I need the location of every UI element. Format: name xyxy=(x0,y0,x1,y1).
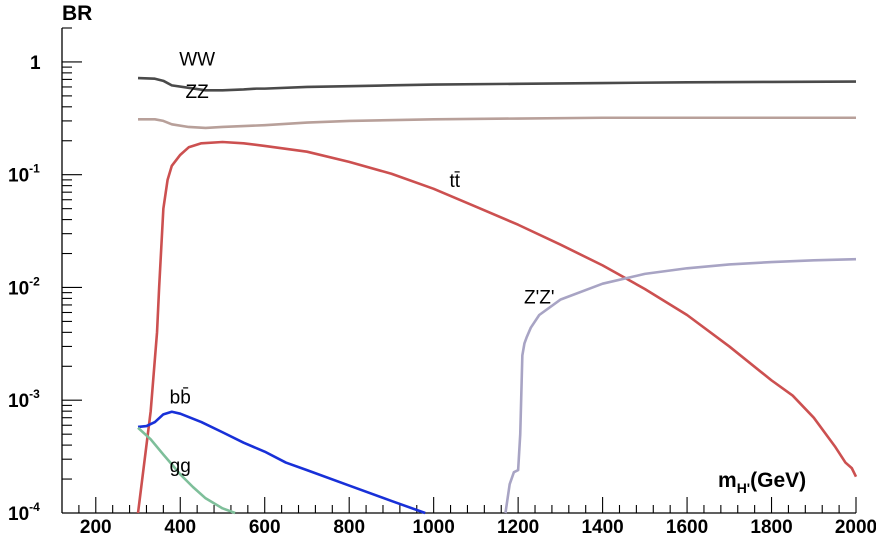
y-tick-label: 10-3 xyxy=(8,387,40,412)
x-tick-label: 400 xyxy=(164,517,196,538)
series-line xyxy=(504,257,857,514)
x-axis-title: mH'(GeV) xyxy=(718,469,806,496)
series-label: bb̄ xyxy=(170,387,191,408)
curve-labels: WW ZZ tt̄ Z'Z' bb̄ gg xyxy=(170,49,555,477)
y-tick-label: 10-2 xyxy=(8,274,40,299)
x-tick-label: 2000 xyxy=(835,517,876,538)
y-tick-label-exp: -3 xyxy=(29,387,40,401)
x-tick-label: 600 xyxy=(249,517,281,538)
y-tick-label: 10-1 xyxy=(8,162,40,187)
x-tick-label: 200 xyxy=(80,517,112,538)
y-tick-label-base: 10 xyxy=(8,278,29,299)
y-tick-label-exp: -1 xyxy=(29,162,40,176)
y-axis-title: BR xyxy=(62,2,92,25)
series-label: Z'Z' xyxy=(524,288,554,309)
y-tick-label-exp: -4 xyxy=(29,500,40,514)
y-tick-label-base: 10 xyxy=(8,391,29,412)
y-tick-label-base: 1 xyxy=(30,53,41,74)
x-axis-title-sub: H' xyxy=(737,480,750,496)
series-line xyxy=(137,426,236,515)
y-tick-label-exp: -2 xyxy=(29,274,40,288)
series-line xyxy=(138,116,856,130)
x-tick-label: 1800 xyxy=(750,517,792,538)
y-tick-label-base: 10 xyxy=(8,166,29,187)
series-line xyxy=(137,76,857,92)
series-label: tt̄ xyxy=(449,171,460,192)
x-tick-label: 1400 xyxy=(581,517,623,538)
series-line xyxy=(137,410,426,515)
y-tick-label: 10-4 xyxy=(8,500,40,525)
x-axis-title-main: m xyxy=(718,469,737,492)
x-tick-label: 1200 xyxy=(497,517,539,538)
x-tick-label: 1000 xyxy=(413,517,455,538)
x-tick-label: 800 xyxy=(333,517,365,538)
series-label: gg xyxy=(170,456,191,477)
series-label: WW xyxy=(179,49,215,70)
x-axis-title-unit: (GeV) xyxy=(750,469,806,492)
series-line xyxy=(136,140,858,514)
y-tick-label-base: 10 xyxy=(8,504,29,525)
x-tick-label: 1600 xyxy=(666,517,708,538)
curves xyxy=(136,76,858,515)
y-tick-label: 1 xyxy=(30,53,41,74)
series-label: ZZ xyxy=(186,82,210,103)
